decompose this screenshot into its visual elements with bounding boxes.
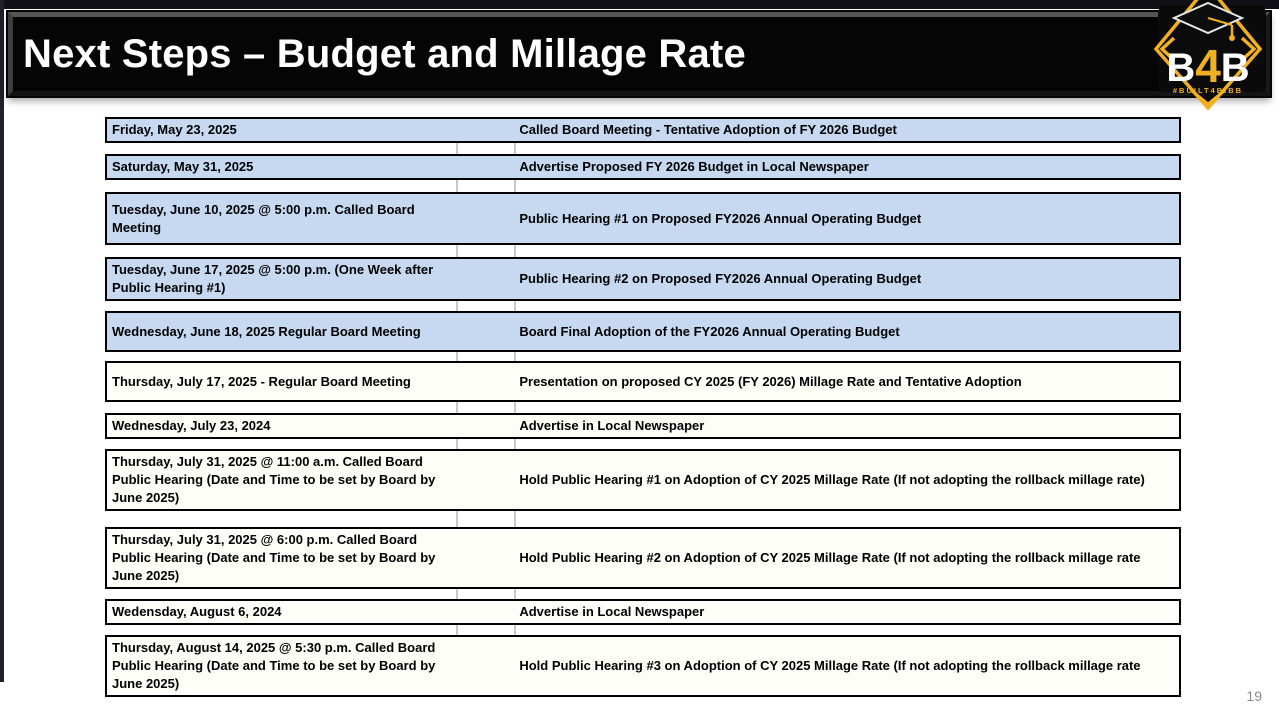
event-description: Public Hearing #1 on Proposed FY2026 Ann… [519,210,922,226]
gap-column-line [513,625,516,635]
left-chevron-icon [1159,36,1176,62]
right-chevron-icon [1240,36,1257,62]
event-date: Friday, May 23, 2025 [112,122,237,137]
table-row: Thursday, July 17, 2025 - Regular Board … [105,361,1181,402]
gap-column-line [455,589,458,599]
row-gap [105,625,1181,635]
event-date: Thursday, July 17, 2025 - Regular Board … [112,373,411,389]
event-description: Hold Public Hearing #1 on Adoption of CY… [519,472,1145,487]
row-gap [105,352,1181,361]
gap-column-line [513,245,516,257]
top-edge-bar [0,0,1279,9]
gap-column-line [513,402,516,413]
diamond-inner-accent [1191,89,1225,106]
left-edge-bar [0,0,4,682]
logo-text: B4B [1166,40,1249,92]
table-row: Wedensday, August 6, 2024 Advertise in L… [105,599,1181,625]
gap-column-line [455,245,458,257]
row-gap [105,511,1181,527]
event-date: Wednesday, July 23, 2024 [112,418,271,433]
page-title: Next Steps – Budget and Millage Rate [23,31,746,76]
table-row: Friday, May 23, 2025 Called Board Meetin… [105,117,1181,143]
event-description: Called Board Meeting - Tentative Adoptio… [519,122,897,137]
table-row: Thursday, July 31, 2025 @ 6:00 p.m. Call… [105,527,1181,589]
logo-tagline: #BUILT4BIBB [1173,86,1243,95]
gap-column-line [513,589,516,599]
table-row: Wednesday, June 18, 2025 Regular Board M… [105,311,1181,352]
event-date: Thursday, July 31, 2025 @ 11:00 a.m. Cal… [112,454,436,505]
event-description: Advertise Proposed FY 2026 Budget in Loc… [519,159,869,174]
event-description: Hold Public Hearing #3 on Adoption of CY… [519,658,1141,673]
gap-column-line [455,352,458,361]
gap-column-line [513,143,516,154]
gap-column-line [513,439,516,449]
event-date: Thursday, July 31, 2025 @ 6:00 p.m. Call… [112,532,436,583]
schedule-table: Friday, May 23, 2025 Called Board Meetin… [105,117,1181,697]
event-date: Saturday, May 31, 2025 [112,159,254,174]
event-description: Board Final Adoption of the FY2026 Annua… [519,323,900,339]
row-gap [105,301,1181,311]
event-date: Wednesday, June 18, 2025 Regular Board M… [112,323,421,339]
graduation-cap-icon [1171,1,1245,41]
gap-column-line [455,402,458,413]
row-gap [105,402,1181,413]
table-row: Thursday, July 31, 2025 @ 11:00 a.m. Cal… [105,449,1181,511]
gap-column-line [455,439,458,449]
row-gap [105,245,1181,257]
event-date: Thursday, August 14, 2025 @ 5:30 p.m. Ca… [112,640,436,691]
table-row: Wednesday, July 23, 2024 Advertise in Lo… [105,413,1181,439]
table-row: Saturday, May 31, 2025 Advertise Propose… [105,154,1181,180]
table-row: Thursday, August 14, 2025 @ 5:30 p.m. Ca… [105,635,1181,697]
table-row: Tuesday, June 10, 2025 @ 5:00 p.m. Calle… [105,192,1181,245]
page-number: 19 [1246,688,1262,704]
event-description: Advertise in Local Newspaper [519,418,705,433]
gap-column-line [455,625,458,635]
row-gap [105,439,1181,449]
event-description: Presentation on proposed CY 2025 (FY 202… [519,373,1022,389]
event-description: Advertise in Local Newspaper [519,604,705,619]
gap-column-line [455,143,458,154]
gap-column-line [513,180,516,192]
table-row: Tuesday, June 17, 2025 @ 5:00 p.m. (One … [105,257,1181,301]
event-description: Hold Public Hearing #2 on Adoption of CY… [519,550,1141,565]
event-date: Tuesday, June 10, 2025 @ 5:00 p.m. Calle… [112,201,415,235]
gap-column-line [513,352,516,361]
row-gap [105,143,1181,154]
title-banner: Next Steps – Budget and Millage Rate [8,12,1270,96]
gap-column-line [513,301,516,311]
diamond-shape [1153,0,1263,111]
row-gap [105,589,1181,599]
gap-column-line [513,511,516,527]
event-description: Public Hearing #2 on Proposed FY2026 Ann… [519,271,922,286]
b4b-logo: B4B #BUILT4BIBB [1148,0,1272,122]
event-date: Wedensday, August 6, 2024 [112,604,282,619]
gap-column-line [455,301,458,311]
gap-column-line [455,180,458,192]
event-date: Tuesday, June 17, 2025 @ 5:00 p.m. (One … [112,262,434,295]
gap-column-line [455,511,458,527]
row-gap [105,180,1181,192]
